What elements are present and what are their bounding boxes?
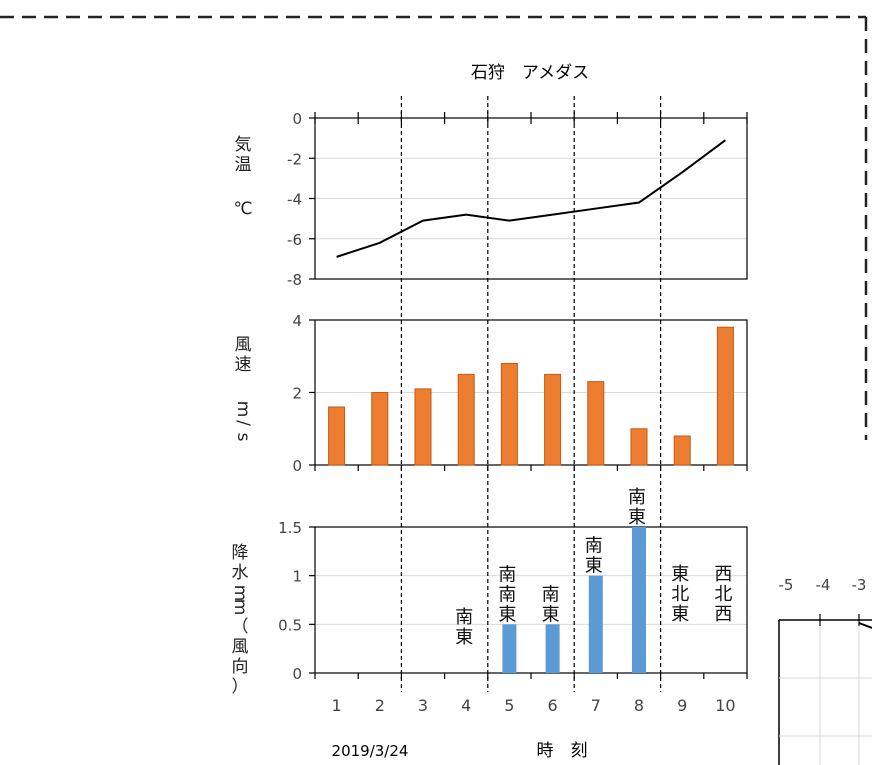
- wind_speed-bar: [630, 428, 648, 466]
- precipitation-ylabel-char: 風: [232, 637, 249, 657]
- x-tick-label: 5: [504, 696, 514, 715]
- wind-direction-label: 東: [498, 604, 516, 625]
- date-label: 2019/3/24: [332, 742, 409, 760]
- temperature-ylabel-char: 気: [235, 135, 252, 155]
- temperature-line: [336, 139, 726, 258]
- dashed-frame: [0, 15, 868, 440]
- partial-tick-label: -4: [816, 576, 831, 594]
- panels: [309, 112, 748, 679]
- x-tick-label: 10: [715, 696, 735, 715]
- wind-direction-label: 東: [671, 604, 689, 625]
- precipitation-ylabel-char: （: [232, 617, 249, 637]
- temperature-ytick-label: 0: [292, 110, 302, 128]
- partial-right-chart: -5 -4 -3: [778, 576, 872, 765]
- wind-direction-label: 西: [714, 604, 732, 625]
- precipitation-ylabel-char: 水: [232, 563, 249, 583]
- x-tick-label: 3: [418, 696, 428, 715]
- x-tick-label: 2: [375, 696, 385, 715]
- precipitation-bar: [502, 624, 517, 673]
- wind_speed-ylabel-char: m: [233, 401, 253, 418]
- temperature-ytick-label: -2: [287, 150, 302, 168]
- wind_speed-ytick-label: 2: [292, 385, 302, 403]
- wind_speed-bar: [500, 363, 518, 466]
- wind_speed-bar: [328, 406, 346, 466]
- precipitation-ylabel-char: 降: [232, 543, 249, 563]
- wind-direction-label: 南: [628, 487, 646, 508]
- temperature-ytick-label: -6: [287, 231, 302, 249]
- wind_speed-ylabel-char: 速: [235, 355, 252, 375]
- wind_speed-bar: [587, 381, 605, 466]
- wind_speed-ylabel-char: /: [233, 420, 253, 426]
- wind_speed-bar: [457, 373, 475, 466]
- x-tick-label: 1: [332, 696, 342, 715]
- wind_speed-ylabel-char: 風: [235, 335, 252, 355]
- wind_speed-bar: [716, 326, 734, 466]
- x-axis-label: 時 刻: [537, 741, 588, 761]
- temperature-ylabel-char: 温: [235, 155, 252, 175]
- x-tick-label: 4: [461, 696, 471, 715]
- wind_speed-ytick-label: 4: [292, 312, 302, 330]
- wind_speed-ylabel-char: s: [233, 433, 253, 442]
- partial-tick-label: -3: [852, 576, 867, 594]
- wind-direction-label: 東: [585, 556, 603, 577]
- precipitation-bar: [632, 527, 646, 673]
- x-tick-label: 9: [677, 696, 687, 715]
- wind-direction-label: 南: [498, 584, 516, 605]
- wind-direction-label: 南: [585, 536, 603, 557]
- precipitation-ytick-label: 1.5: [278, 519, 302, 537]
- wind-direction-label: 東: [542, 604, 560, 625]
- precipitation-bar: [545, 624, 560, 673]
- wind-direction-label: 東: [628, 507, 646, 528]
- precipitation-ytick-label: 1: [292, 568, 302, 586]
- wind-direction-label: 北: [671, 584, 689, 605]
- temperature-ylabel-char: ℃: [233, 199, 252, 219]
- wind-direction-label: 東: [455, 627, 473, 648]
- precipitation-ylabel-char: ）: [232, 677, 249, 697]
- partial-tick-label: -5: [779, 576, 794, 594]
- chart-title: 石狩 アメダス: [471, 63, 589, 83]
- wind-direction-label: 南: [455, 607, 473, 628]
- wind_speed-bar: [371, 392, 389, 466]
- precipitation-bar: [588, 575, 603, 673]
- wind-direction-label: 西: [714, 564, 732, 585]
- wind_speed-bar: [673, 435, 691, 466]
- wind-direction-label: 北: [714, 584, 732, 605]
- x-tick-label: 8: [634, 696, 644, 715]
- wind-direction-label: 南: [542, 584, 560, 605]
- precipitation-ylabel-char: m: [230, 585, 250, 602]
- wind-direction-label: 南: [498, 564, 516, 585]
- precipitation-ytick-label: 0: [292, 665, 302, 683]
- temperature-ytick-label: -8: [287, 271, 302, 289]
- precipitation-ylabel-char: 向: [232, 657, 249, 677]
- temperature-ytick-label: -4: [287, 191, 302, 209]
- x-tick-label: 7: [591, 696, 601, 715]
- wind_speed-bar: [414, 388, 432, 466]
- precipitation-ytick-label: 0.5: [278, 616, 302, 634]
- wind_speed-ytick-label: 0: [292, 457, 302, 475]
- dashed-separators: [400, 96, 662, 692]
- x-tick-label: 6: [548, 696, 558, 715]
- precipitation-ylabel-char: m: [230, 599, 250, 616]
- wind-direction-label: 東: [671, 564, 689, 585]
- wind_speed-bar: [544, 373, 562, 466]
- partial-line: [858, 622, 872, 629]
